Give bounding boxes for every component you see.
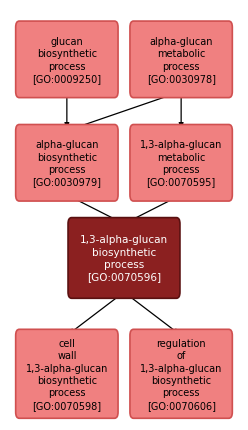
Text: alpha-glucan
metabolic
process
[GO:0030978]: alpha-glucan metabolic process [GO:00309… [147, 37, 216, 84]
FancyBboxPatch shape [16, 22, 118, 98]
FancyBboxPatch shape [68, 218, 180, 298]
Text: cell
wall
1,3-alpha-glucan
biosynthetic
process
[GO:0070598]: cell wall 1,3-alpha-glucan biosynthetic … [26, 338, 108, 410]
Text: regulation
of
1,3-alpha-glucan
biosynthetic
process
[GO:0070606]: regulation of 1,3-alpha-glucan biosynthe… [140, 338, 222, 410]
FancyBboxPatch shape [16, 125, 118, 202]
Text: 1,3-alpha-glucan
metabolic
process
[GO:0070595]: 1,3-alpha-glucan metabolic process [GO:0… [140, 140, 222, 187]
FancyBboxPatch shape [130, 329, 232, 418]
FancyBboxPatch shape [130, 22, 232, 98]
Text: glucan
biosynthetic
process
[GO:0009250]: glucan biosynthetic process [GO:0009250] [32, 37, 101, 84]
Text: alpha-glucan
biosynthetic
process
[GO:0030979]: alpha-glucan biosynthetic process [GO:00… [32, 140, 101, 187]
FancyBboxPatch shape [16, 329, 118, 418]
Text: 1,3-alpha-glucan
biosynthetic
process
[GO:0070596]: 1,3-alpha-glucan biosynthetic process [G… [80, 235, 168, 282]
FancyBboxPatch shape [130, 125, 232, 202]
